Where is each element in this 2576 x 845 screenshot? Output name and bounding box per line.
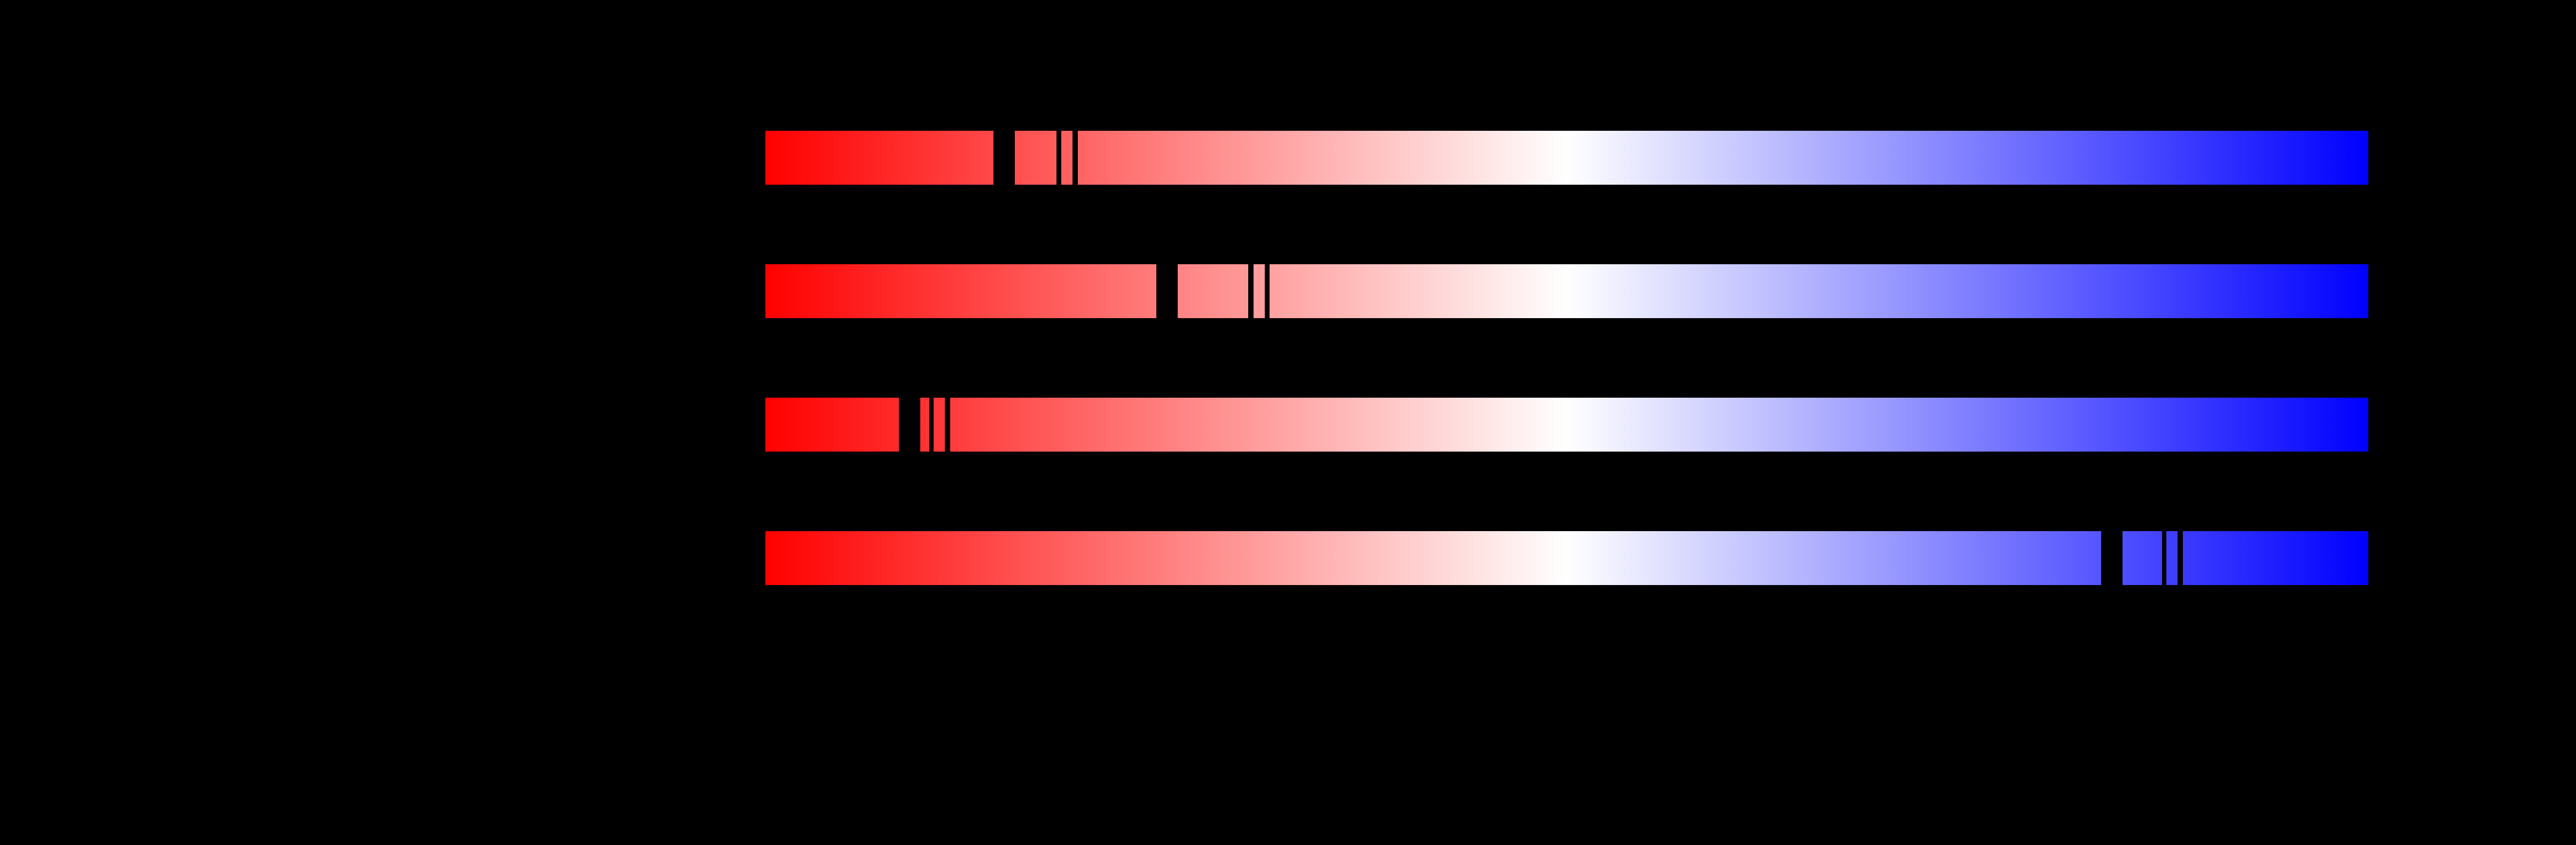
marker-tick [945,398,950,452]
marker-band [1156,264,1178,318]
gradient-bar-bar-2 [765,264,2368,318]
gradient-bar-bar-3 [765,398,2368,452]
marker-tick [2178,531,2183,585]
marker-tick [2162,531,2166,585]
marker-band [899,398,920,452]
marker-band [993,131,1015,185]
gradient-bar-bar-4 [765,531,2368,585]
marker-tick [1072,131,1078,185]
marker-band [2101,531,2123,585]
marker-tick [1056,131,1061,185]
marker-tick [1248,264,1254,318]
marker-tick [929,398,934,452]
gradient-bar-bar-1 [765,131,2368,185]
marker-tick [1265,264,1270,318]
